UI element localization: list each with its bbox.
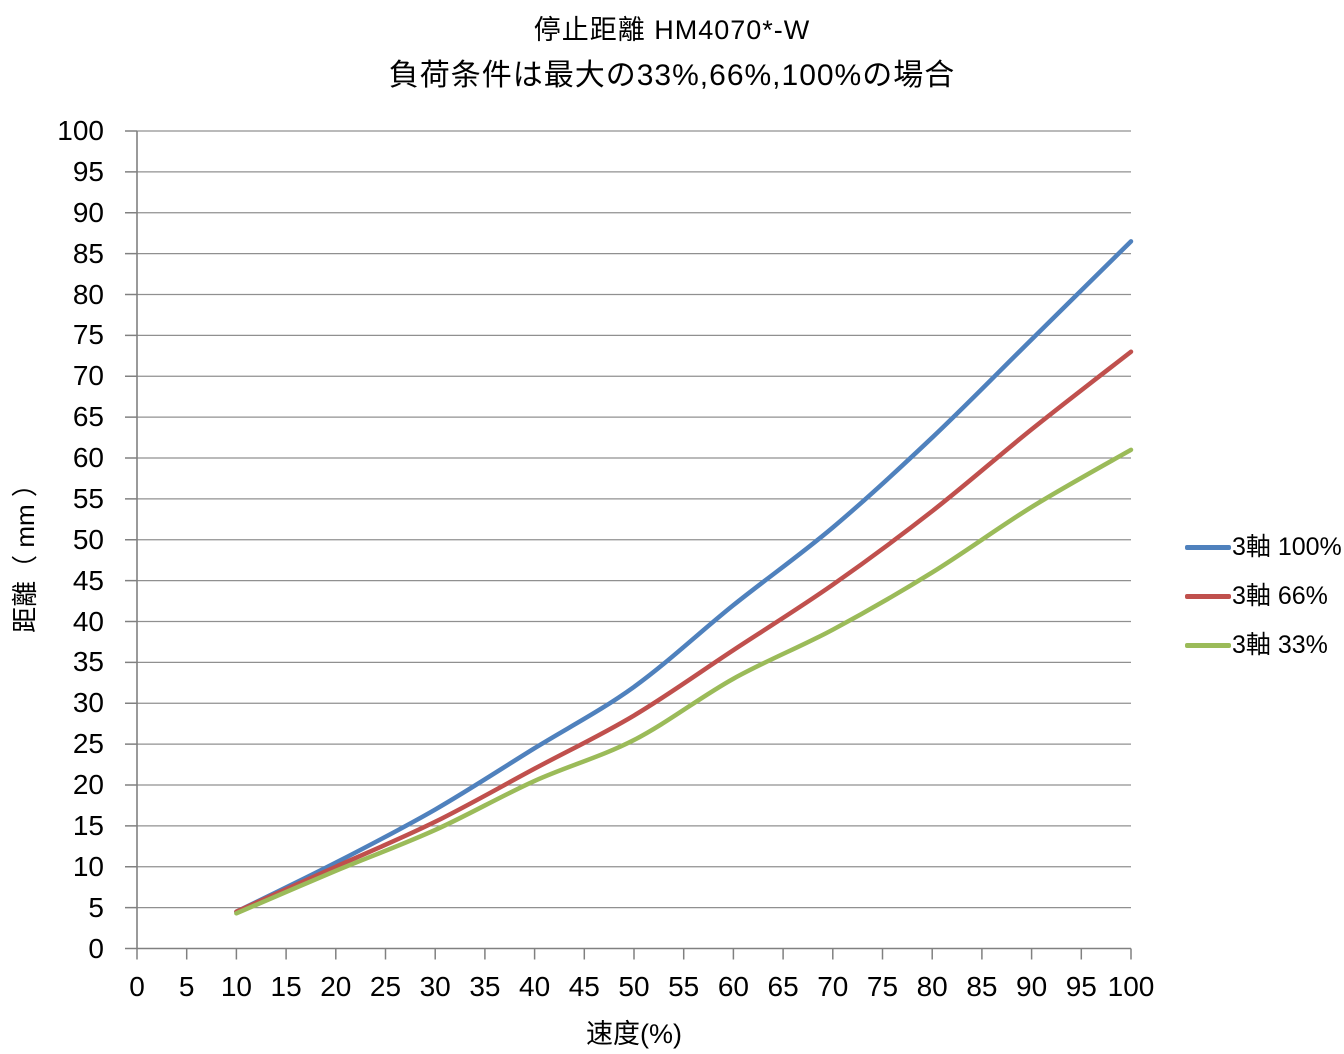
x-tick-label-80: 80 <box>916 971 948 1002</box>
y-tick-label-0: 0 <box>88 932 104 964</box>
x-tick-label-95: 95 <box>1065 971 1097 1002</box>
y-tick-label-25: 25 <box>72 728 104 760</box>
series-line-2 <box>234 447 1134 916</box>
y-tick-label-35: 35 <box>72 646 104 678</box>
legend-label: 3軸 66% <box>1232 582 1328 610</box>
x-tick-label-35: 35 <box>469 971 501 1002</box>
y-tick-label-90: 90 <box>72 196 104 228</box>
x-tick-label-5: 5 <box>178 971 195 1002</box>
y-tick-label-65: 65 <box>72 401 104 433</box>
y-tick-label-95: 95 <box>72 155 104 187</box>
x-tick-label-25: 25 <box>369 971 402 1002</box>
x-tick-label-20: 20 <box>320 971 352 1002</box>
x-tick-label-45: 45 <box>568 971 600 1002</box>
x-tick-label-40: 40 <box>519 971 551 1002</box>
y-tick-label-5: 5 <box>88 891 104 923</box>
legend-line-swatch-icon <box>1185 544 1231 550</box>
y-tick-label-45: 45 <box>72 564 104 596</box>
legend-line-swatch-icon <box>1185 642 1231 648</box>
legend-label: 3軸 100% <box>1232 533 1342 561</box>
y-tick-label-30: 30 <box>72 687 104 719</box>
y-tick-label-100: 100 <box>57 115 104 146</box>
y-tick-label-10: 10 <box>72 850 104 882</box>
x-tick-label-15: 15 <box>270 971 302 1002</box>
x-tick-label-65: 65 <box>767 971 799 1002</box>
chart-subtitle: 負荷条件は最大の33%,66%,100%の場合 <box>388 59 956 92</box>
y-tick-label-55: 55 <box>72 482 104 514</box>
series-line-1 <box>234 349 1134 914</box>
x-tick-label-85: 85 <box>966 971 998 1002</box>
x-tick-label-100: 100 <box>1107 971 1155 1002</box>
y-tick-label-60: 60 <box>72 442 104 473</box>
x-axis-title: 速度(%) <box>586 1019 682 1049</box>
x-tick-label-30: 30 <box>419 971 451 1002</box>
y-tick-label-40: 40 <box>72 605 104 637</box>
x-tick-label-0: 0 <box>129 971 145 1002</box>
legend-item-2: 3軸 33% <box>1185 630 1328 660</box>
y-tick-label-50: 50 <box>72 523 104 555</box>
x-tick-label-75: 75 <box>866 971 899 1002</box>
x-tick-label-55: 55 <box>668 971 700 1002</box>
y-tick-label-85: 85 <box>72 237 104 269</box>
x-tick-label-70: 70 <box>817 971 849 1002</box>
y-tick-label-20: 20 <box>72 769 104 800</box>
x-tick-label-10: 10 <box>220 971 252 1002</box>
y-axis-title: 距離（ mm ） <box>10 471 40 633</box>
y-tick-label-75: 75 <box>72 319 104 351</box>
series-line-0 <box>234 239 1134 914</box>
y-tick-label-15: 15 <box>72 809 104 841</box>
legend-item-1: 3軸 66% <box>1185 581 1328 611</box>
x-tick-label-90: 90 <box>1016 971 1048 1002</box>
x-tick-label-60: 60 <box>717 971 749 1002</box>
legend-line-swatch-icon <box>1185 593 1231 599</box>
legend-label: 3軸 33% <box>1232 631 1328 659</box>
chart-title: 停止距離 HM4070*-W <box>533 15 811 45</box>
y-tick-label-80: 80 <box>72 278 104 310</box>
x-tick-label-50: 50 <box>618 971 650 1002</box>
legend-item-0: 3軸 100% <box>1185 532 1342 562</box>
y-tick-label-70: 70 <box>72 360 104 392</box>
